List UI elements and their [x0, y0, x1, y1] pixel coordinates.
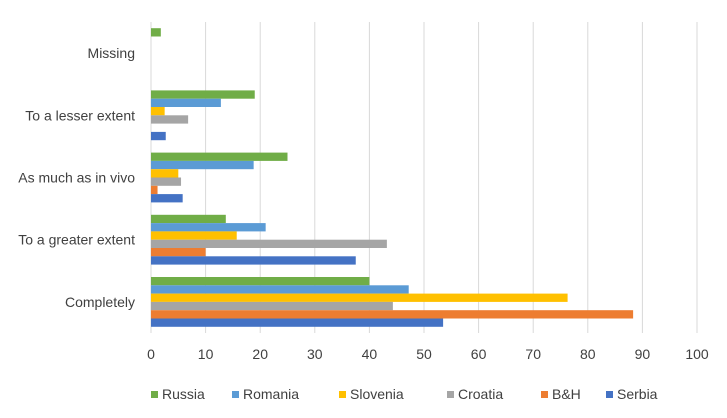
- bar-slovenia: [151, 169, 179, 178]
- bar-serbia: [151, 318, 444, 327]
- bar-romania: [151, 98, 221, 107]
- x-tick-label: 80: [580, 346, 596, 362]
- legend-label: Russia: [162, 386, 205, 402]
- y-category-label: As much as in vivo: [18, 170, 135, 186]
- y-category-label: Completely: [65, 294, 135, 310]
- legend-label: Slovenia: [350, 386, 404, 402]
- y-category-label: Missing: [88, 45, 135, 61]
- x-tick-label: 40: [362, 346, 378, 362]
- bar-b-h: [151, 185, 158, 195]
- x-tick-label: 30: [307, 346, 323, 362]
- bar-croatia: [151, 301, 393, 311]
- x-tick-label: 0: [147, 346, 155, 362]
- bar-croatia: [151, 239, 387, 248]
- legend-label: Serbia: [617, 386, 658, 402]
- legend-swatch: [151, 391, 158, 398]
- x-tick-label: 70: [525, 346, 541, 362]
- bars: [151, 28, 634, 327]
- x-tick-label: 100: [685, 346, 709, 362]
- legend-swatch: [447, 391, 454, 398]
- bar-romania: [151, 160, 254, 170]
- legend-swatch: [339, 391, 346, 398]
- bar-b-h: [151, 310, 634, 319]
- x-tick-label: 10: [198, 346, 214, 362]
- legend-swatch: [541, 391, 548, 398]
- legend-label: B&H: [552, 386, 581, 402]
- bar-russia: [151, 277, 370, 286]
- bar-romania: [151, 285, 409, 294]
- bar-russia: [151, 90, 255, 99]
- bar-serbia: [151, 131, 166, 141]
- bar-b-h: [151, 248, 206, 257]
- bar-russia: [151, 214, 226, 224]
- x-tick-label: 20: [252, 346, 268, 362]
- bar-slovenia: [151, 293, 568, 302]
- bar-slovenia: [151, 231, 237, 240]
- legend-label: Croatia: [458, 386, 503, 402]
- y-category-label: To a greater extent: [18, 232, 135, 248]
- x-tick-label: 90: [635, 346, 651, 362]
- bar-serbia: [151, 194, 183, 203]
- bar-romania: [151, 223, 266, 232]
- bar-croatia: [151, 115, 189, 124]
- bar-serbia: [151, 256, 356, 265]
- bar-slovenia: [151, 107, 165, 116]
- axes: 0 10 20 30 40 50 60 70 80 90 100 Missing To a lesser…: [18, 45, 709, 362]
- bar-croatia: [151, 177, 182, 186]
- legend-swatch: [232, 391, 239, 398]
- x-tick-label: 50: [416, 346, 432, 362]
- bar-russia: [151, 152, 288, 161]
- legend: Russia Romania Slovenia Croatia B&H Serbia: [151, 386, 658, 402]
- gridlines: [150, 22, 698, 333]
- x-tick-label: 60: [471, 346, 487, 362]
- legend-swatch: [606, 391, 613, 398]
- y-category-label: To a lesser extent: [25, 107, 135, 123]
- bar-russia: [151, 28, 161, 37]
- legend-label: Romania: [243, 386, 299, 402]
